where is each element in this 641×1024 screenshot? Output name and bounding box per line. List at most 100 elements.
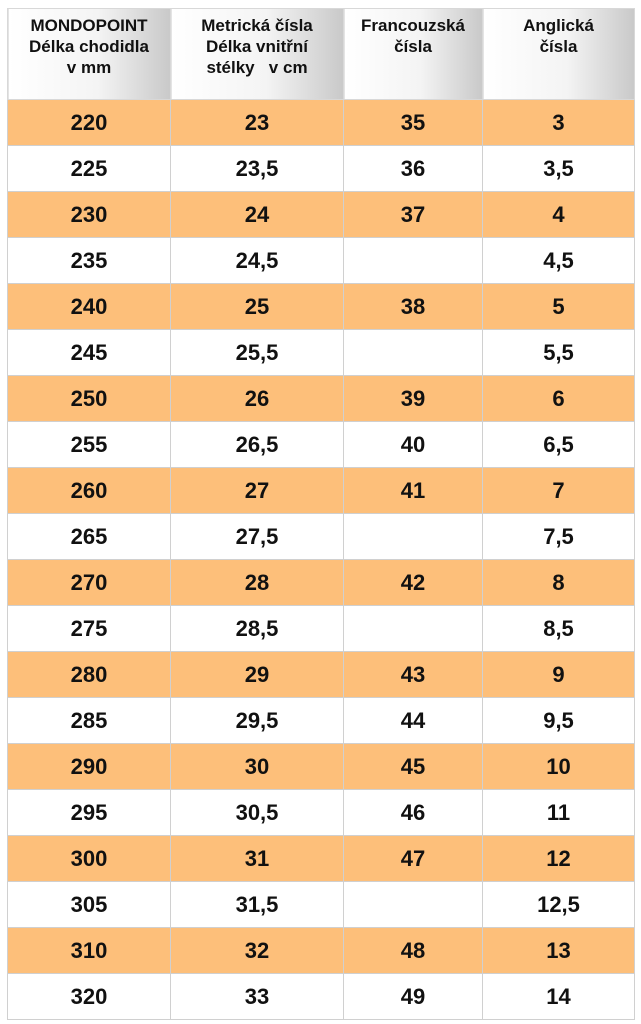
table-row: 310 32 48 13 <box>7 927 635 974</box>
cell-metric: 26,5 <box>170 421 344 468</box>
cell-french: 49 <box>343 973 483 1020</box>
table-row: 245 25,5 5,5 <box>7 329 635 376</box>
cell-metric: 26 <box>170 375 344 422</box>
table-row: 225 23,5 36 3,5 <box>7 145 635 192</box>
cell-english: 14 <box>482 973 635 1020</box>
cell-mondopoint: 305 <box>7 881 171 928</box>
header-line: čísla <box>394 37 432 56</box>
cell-french: 45 <box>343 743 483 790</box>
table-row: 260 27 41 7 <box>7 467 635 514</box>
cell-metric: 24 <box>170 191 344 238</box>
cell-french: 48 <box>343 927 483 974</box>
cell-mondopoint: 265 <box>7 513 171 560</box>
cell-metric: 29,5 <box>170 697 344 744</box>
header-line: Francouzská <box>361 16 465 35</box>
cell-english: 5 <box>482 283 635 330</box>
cell-mondopoint: 295 <box>7 789 171 836</box>
cell-mondopoint: 220 <box>7 99 171 146</box>
cell-metric: 25 <box>170 283 344 330</box>
cell-french: 46 <box>343 789 483 836</box>
cell-english: 3,5 <box>482 145 635 192</box>
cell-mondopoint: 275 <box>7 605 171 652</box>
header-line: MONDOPOINT <box>30 16 148 35</box>
cell-french <box>343 513 483 560</box>
cell-metric: 29 <box>170 651 344 698</box>
cell-english: 6,5 <box>482 421 635 468</box>
cell-metric: 31,5 <box>170 881 344 928</box>
cell-mondopoint: 245 <box>7 329 171 376</box>
cell-metric: 23 <box>170 99 344 146</box>
cell-english: 12,5 <box>482 881 635 928</box>
table-row: 285 29,5 44 9,5 <box>7 697 635 744</box>
table-row: 300 31 47 12 <box>7 835 635 882</box>
cell-english: 8,5 <box>482 605 635 652</box>
cell-metric: 32 <box>170 927 344 974</box>
cell-english: 4,5 <box>482 237 635 284</box>
cell-mondopoint: 310 <box>7 927 171 974</box>
cell-metric: 28 <box>170 559 344 606</box>
table-row: 275 28,5 8,5 <box>7 605 635 652</box>
table-row: 265 27,5 7,5 <box>7 513 635 560</box>
table-row: 270 28 42 8 <box>7 559 635 606</box>
table-row: 290 30 45 10 <box>7 743 635 790</box>
table-row: 230 24 37 4 <box>7 191 635 238</box>
header-line: čísla <box>539 37 578 56</box>
header-line: Metrická čísla <box>201 16 313 35</box>
header-line: Délka chodidla <box>29 37 149 56</box>
cell-metric: 31 <box>170 835 344 882</box>
header-row: MONDOPOINT Délka chodidla v mm Metrická čís… <box>7 8 635 100</box>
header-english: Anglická čísla <box>482 8 635 100</box>
cell-mondopoint: 320 <box>7 973 171 1020</box>
header-metric: Metrická čísla Délka vnitřní stélky v cm <box>170 8 344 100</box>
cell-mondopoint: 250 <box>7 375 171 422</box>
cell-french: 39 <box>343 375 483 422</box>
cell-metric: 30,5 <box>170 789 344 836</box>
cell-mondopoint: 300 <box>7 835 171 882</box>
cell-french: 42 <box>343 559 483 606</box>
cell-english: 6 <box>482 375 635 422</box>
cell-metric: 27 <box>170 467 344 514</box>
table-row: 280 29 43 9 <box>7 651 635 698</box>
table-row: 235 24,5 4,5 <box>7 237 635 284</box>
cell-french: 43 <box>343 651 483 698</box>
cell-mondopoint: 290 <box>7 743 171 790</box>
cell-mondopoint: 255 <box>7 421 171 468</box>
header-line: Délka vnitřní <box>205 37 309 56</box>
shoe-size-table: MONDOPOINT Délka chodidla v mm Metrická čís… <box>7 8 635 1020</box>
cell-metric: 30 <box>170 743 344 790</box>
cell-english: 8 <box>482 559 635 606</box>
cell-metric: 24,5 <box>170 237 344 284</box>
cell-metric: 28,5 <box>170 605 344 652</box>
cell-mondopoint: 285 <box>7 697 171 744</box>
cell-french: 36 <box>343 145 483 192</box>
cell-french <box>343 237 483 284</box>
table-row: 320 33 49 14 <box>7 973 635 1020</box>
cell-english: 4 <box>482 191 635 238</box>
cell-french: 41 <box>343 467 483 514</box>
header-line: Anglická <box>523 16 594 35</box>
cell-english: 12 <box>482 835 635 882</box>
table-row: 295 30,5 46 11 <box>7 789 635 836</box>
cell-metric: 27,5 <box>170 513 344 560</box>
cell-french <box>343 881 483 928</box>
header-line: v mm <box>66 58 112 77</box>
cell-mondopoint: 230 <box>7 191 171 238</box>
cell-french: 40 <box>343 421 483 468</box>
header-line: stélky v cm <box>206 58 308 77</box>
cell-french <box>343 605 483 652</box>
cell-english: 9 <box>482 651 635 698</box>
cell-mondopoint: 235 <box>7 237 171 284</box>
cell-french: 37 <box>343 191 483 238</box>
cell-metric: 23,5 <box>170 145 344 192</box>
cell-english: 11 <box>482 789 635 836</box>
table-row: 255 26,5 40 6,5 <box>7 421 635 468</box>
cell-english: 7,5 <box>482 513 635 560</box>
cell-mondopoint: 280 <box>7 651 171 698</box>
header-french: Francouzská čísla <box>343 8 483 100</box>
cell-mondopoint: 260 <box>7 467 171 514</box>
cell-metric: 25,5 <box>170 329 344 376</box>
cell-metric: 33 <box>170 973 344 1020</box>
cell-french: 47 <box>343 835 483 882</box>
cell-english: 10 <box>482 743 635 790</box>
cell-french <box>343 329 483 376</box>
